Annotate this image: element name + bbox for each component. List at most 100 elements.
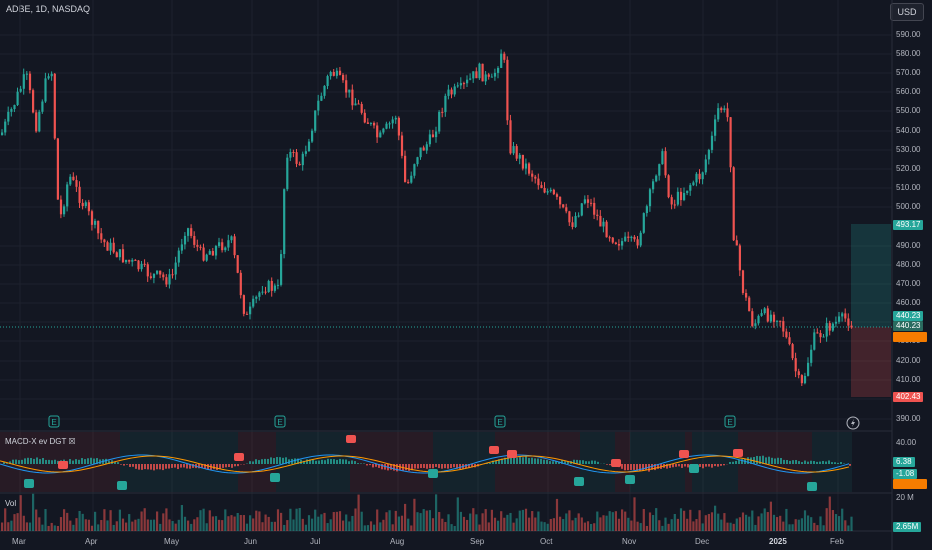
earnings-marker[interactable]: E — [48, 415, 60, 428]
candle-body — [580, 203, 583, 216]
macd-histogram-bar — [372, 464, 374, 468]
volume-bar — [670, 519, 673, 531]
candle-body — [540, 185, 543, 189]
macd-histogram-bar — [486, 463, 488, 464]
candle-body — [695, 173, 698, 183]
candle-body — [66, 184, 69, 207]
volume-bar — [152, 519, 156, 531]
price-label: 540.00 — [896, 126, 921, 135]
macd-histogram-bar — [657, 464, 659, 469]
candle-body — [152, 273, 156, 278]
macd-histogram-bar — [84, 459, 86, 464]
volume-bar — [630, 520, 633, 531]
macd-histogram-bar — [537, 458, 539, 464]
volume-bar — [683, 510, 686, 531]
candle-body — [627, 236, 630, 238]
macd-histogram-bar — [588, 461, 590, 464]
volume-bar — [264, 514, 267, 531]
lightning-icon[interactable] — [846, 416, 860, 430]
candle-body — [10, 109, 13, 112]
volume-bar — [369, 521, 373, 531]
volume-bar — [453, 525, 456, 531]
symbol-title[interactable]: ADBE, 1D, NASDAQ — [6, 4, 91, 14]
indicator-value: -1.08 — [893, 469, 918, 479]
volume-bar — [509, 512, 512, 531]
macd-histogram-bar — [144, 464, 146, 470]
volume-bar — [695, 519, 698, 531]
currency-button[interactable]: USD — [890, 3, 924, 21]
candle-body — [729, 117, 732, 168]
candle-body — [221, 242, 224, 251]
macd-histogram-bar — [498, 459, 500, 464]
macd-histogram-bar — [759, 456, 761, 464]
candle-body — [422, 147, 425, 151]
volume-scale: 20 M — [896, 493, 914, 502]
month-label: Jun — [244, 537, 257, 546]
macd-histogram-bar — [522, 457, 524, 464]
earnings-marker[interactable]: E — [724, 415, 736, 428]
candle-body — [497, 67, 500, 73]
macd-histogram-bar — [711, 464, 713, 468]
macd-histogram-bar — [93, 458, 95, 464]
volume-bar — [391, 524, 394, 531]
candle-body — [227, 240, 230, 248]
candle-body — [97, 220, 100, 234]
macd-histogram-bar — [504, 457, 506, 464]
candle-body — [109, 242, 112, 251]
macd-histogram-bar — [495, 460, 497, 464]
macd-histogram-bar — [69, 459, 71, 464]
volume-bar — [450, 524, 453, 531]
macd-histogram-bar — [132, 464, 134, 467]
macd-pane — [0, 435, 851, 491]
volume-bar — [75, 518, 78, 531]
macd-histogram-bar — [417, 464, 419, 469]
macd-histogram-bar — [435, 464, 437, 467]
candle-body — [208, 251, 211, 255]
indicator-zones — [0, 432, 852, 492]
macd-histogram-bar — [786, 460, 788, 464]
macd-histogram-bar — [315, 460, 317, 464]
macd-histogram-bar — [708, 464, 710, 467]
candle-body — [583, 199, 586, 204]
candle-body — [69, 176, 72, 185]
volume-bar — [335, 511, 338, 531]
earnings-marker[interactable]: E — [494, 415, 506, 428]
volume-bar — [413, 498, 416, 531]
macd-histogram-bar — [720, 464, 722, 466]
volume-bar — [388, 510, 391, 531]
macd-histogram-bar — [651, 464, 653, 470]
candle-body — [183, 235, 187, 245]
volume-title[interactable]: Vol — [5, 499, 17, 508]
macd-histogram-bar — [792, 460, 794, 464]
macd-histogram-bar — [180, 464, 182, 468]
candle-body — [803, 375, 807, 384]
candle-body — [624, 236, 627, 242]
candle-body — [692, 182, 695, 186]
candle-body — [462, 83, 466, 85]
candle-body — [205, 254, 208, 261]
macd-histogram-bar — [642, 464, 644, 471]
earnings-marker[interactable]: E — [274, 415, 286, 428]
sell-signal-marker — [234, 453, 244, 461]
macd-histogram-bar — [459, 464, 461, 469]
candle-body — [391, 119, 394, 124]
indicator-title[interactable]: MACD-X ev DGT ☒ — [5, 437, 76, 446]
macd-histogram-bar — [375, 464, 377, 467]
candle-body — [177, 250, 180, 263]
price-tag: 440.23 — [893, 311, 924, 321]
candle-body — [565, 207, 568, 212]
price-label: 590.00 — [896, 30, 921, 39]
volume-bar — [444, 521, 447, 531]
candle-body — [270, 280, 273, 291]
volume-bar — [419, 513, 422, 531]
sell-signal-marker — [489, 446, 499, 454]
candle-body — [81, 202, 84, 207]
candle-body — [791, 344, 794, 359]
volume-bar — [109, 510, 112, 531]
candle-body — [621, 241, 624, 246]
price-label: 510.00 — [896, 183, 921, 192]
macd-histogram-bar — [234, 464, 236, 467]
candle-body — [338, 70, 342, 75]
candle-body — [295, 152, 298, 164]
